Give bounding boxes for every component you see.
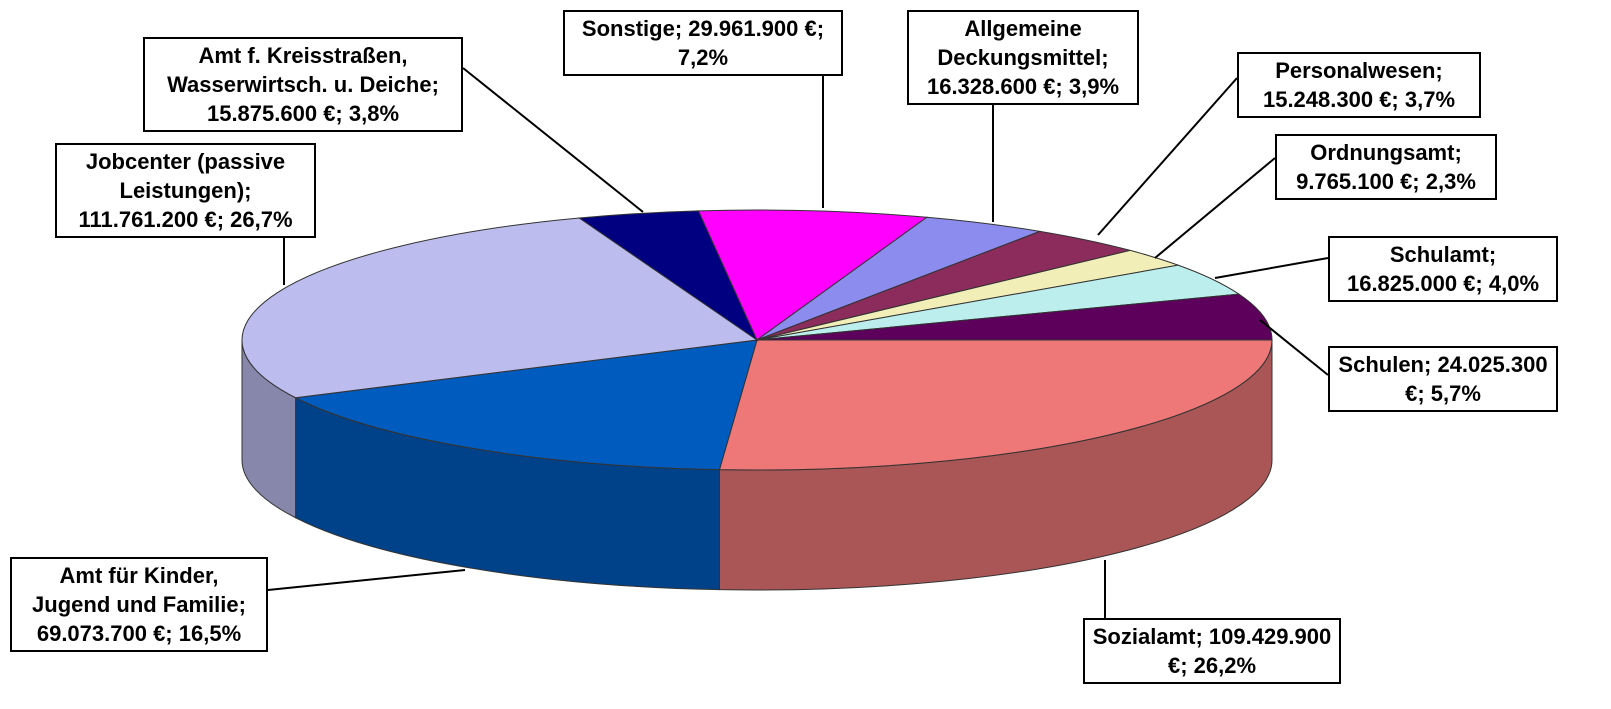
label-amount: 109.429.900 €; [1167, 624, 1332, 678]
label-percent: 3,8% [348, 101, 400, 126]
label-percent: 16,5% [178, 621, 242, 646]
slice [241, 217, 759, 399]
label-name: Schulen; [1338, 352, 1432, 377]
label-percent: 26,2% [1193, 653, 1257, 678]
label-amount: 111.761.200 €; [78, 207, 225, 232]
label-name: Personalwesen; [1275, 58, 1443, 83]
slice [756, 293, 1273, 341]
label-name: Jobcenter (passive Leistungen); [85, 149, 286, 203]
data-label: Amt f. Kreisstraßen, Wasserwirtsch. u. D… [143, 37, 463, 132]
data-label: Sozialamt; 109.429.900 €; 26,2% [1083, 618, 1341, 684]
label-percent: 5,7% [1430, 381, 1481, 406]
leader-line [1259, 319, 1329, 376]
label-percent: 26,7% [230, 207, 293, 232]
label-name: Allgemeine Deckungsmittel; [937, 16, 1109, 70]
label-percent: 3,7% [1404, 87, 1456, 112]
leader-line [462, 67, 644, 213]
label-percent: 4,0% [1488, 271, 1540, 296]
label-amount: 24.025.300 €; [1405, 352, 1548, 406]
label-amount: 9.765.100 €; [1296, 169, 1420, 194]
data-label: Sonstige; 29.961.900 €; 7,2% [563, 10, 843, 76]
label-amount: 15.875.600 €; [206, 101, 343, 126]
data-label: Schulamt; 16.825.000 €; 4,0% [1328, 236, 1558, 302]
label-name: Amt für Kinder, Jugend und Familie; [32, 563, 246, 617]
leader-line [1214, 257, 1329, 279]
slice [718, 339, 1273, 471]
label-name: Amt f. Kreisstraßen, Wasserwirtsch. u. D… [167, 43, 439, 97]
leader-line [267, 569, 466, 591]
leader-line [1154, 157, 1276, 259]
data-label: Allgemeine Deckungsmittel; 16.328.600 €;… [907, 10, 1139, 105]
label-percent: 2,3% [1425, 169, 1476, 194]
label-name: Sozialamt; [1092, 624, 1203, 649]
label-name: Sonstige; [581, 16, 683, 41]
label-percent: 7,2% [677, 45, 729, 70]
label-amount: 15.248.300 €; [1262, 87, 1399, 112]
data-label: Personalwesen; 15.248.300 €; 3,7% [1237, 52, 1481, 118]
label-amount: 29.961.900 €; [688, 16, 825, 41]
leader-line [1097, 77, 1238, 236]
slice [697, 209, 929, 341]
label-amount: 16.825.000 €; [1346, 271, 1483, 296]
label-percent: 3,9% [1068, 74, 1120, 99]
data-label: Jobcenter (passive Leistungen); 111.761.… [55, 143, 316, 238]
label-amount: 69.073.700 €; [36, 621, 173, 646]
label-name: Ordnungsamt; [1310, 140, 1462, 165]
data-label: Amt für Kinder, Jugend und Familie; 69.0… [10, 557, 268, 652]
label-amount: 16.328.600 €; [926, 74, 1063, 99]
slice [293, 339, 758, 471]
data-label: Schulen; 24.025.300 €; 5,7% [1328, 346, 1558, 412]
data-label: Ordnungsamt; 9.765.100 €; 2,3% [1275, 134, 1497, 200]
label-name: Schulamt; [1389, 242, 1497, 267]
